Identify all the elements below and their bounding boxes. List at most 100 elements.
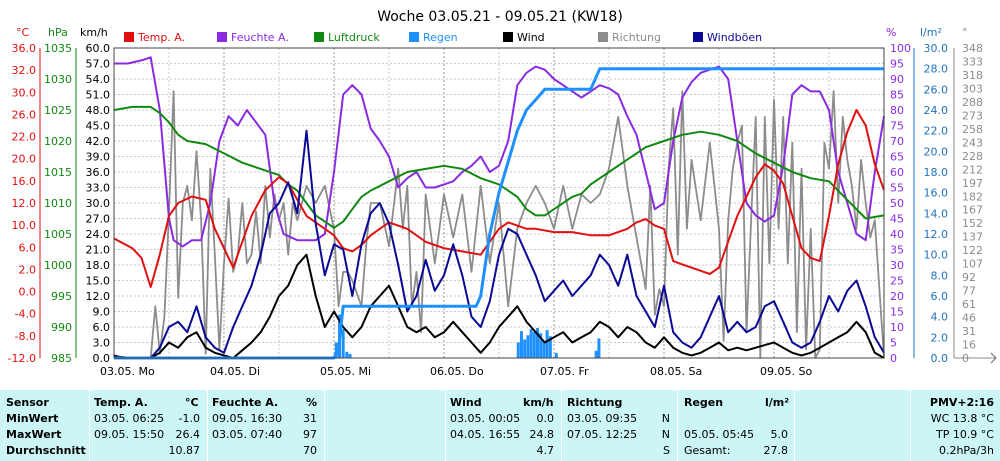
temp-min-time: 03.05. 06:25 [94,412,165,425]
x-tick-label: 07.05. Fr [540,365,589,378]
wind-tick-label: 45.0 [86,120,111,133]
wind-axis-title: km/h [80,26,108,39]
direction-tick-label: 333 [962,55,983,68]
direction-tick-label: 303 [962,82,983,95]
humidity-tick-label: 90 [890,73,904,86]
legend-label-humidity: Feuchte A. [231,31,289,44]
legend-swatch-gusts [693,32,703,42]
humidity-tick-label: 40 [890,228,904,241]
temp-tick-label: 0.0 [19,286,37,299]
humidity-tick-label: 0 [890,352,897,365]
humidity-tick-label: 35 [890,244,904,257]
rain-total-line [114,67,884,360]
humidity-tick-label: 60 [890,166,904,179]
direction-tick-label: 92 [962,271,976,284]
rain-tick-label: 20.0 [924,145,949,158]
rain-tick-label: 16.0 [924,187,949,200]
temp-unit: °C [185,396,199,409]
rain-bar [536,328,539,358]
weekly-weather-chart: Woche 03.05.21 - 09.05.21 (KW18) °C hPa … [8,9,997,378]
row-label-max: MaxWert [6,428,62,441]
direction-tick-label: 288 [962,96,983,109]
temp-tick-label: -8.0 [15,330,36,343]
direction-axis-title: ° [962,26,968,39]
rain-tick-label: 24.0 [924,104,949,117]
statistics-panel: Sensor MinWert MaxWert Durchschnitt Temp… [0,390,1000,461]
wind-tick-label: 42.0 [86,135,111,148]
direction-tick-label: 77 [962,285,976,298]
direction-tick-label: 318 [962,69,983,82]
pmv-pressure-trend: 0.2hPa/3h [938,444,994,457]
wind-max-time: 04.05. 16:55 [450,428,521,441]
rain-axis-title: l/m² [920,26,942,39]
pressure-tick-label: 1015 [44,166,72,179]
temp-line [113,109,885,288]
direction-tick-label: 137 [962,231,983,244]
x-tick-label: 09.05. So [760,365,812,378]
legend-swatch-temp [124,32,134,42]
direction-max-dir: N [661,428,670,441]
pressure-tick-label: 1010 [44,197,72,210]
rain-tick-label: 12.0 [924,228,949,241]
pressure-tick-label: 1035 [44,42,72,55]
rain-tick-label: 10.0 [924,249,949,262]
rain-bar [545,330,549,358]
wind-tick-label: 3.0 [93,337,111,350]
wind-tick-label: 54.0 [86,73,111,86]
rain-bar [539,333,543,358]
wind-tick-label: 0.0 [93,352,111,365]
rain-bar [542,341,546,358]
pmv-windchill: WC 13.8 °C [930,412,994,425]
direction-header: Richtung [567,396,623,409]
humidity-line [114,56,885,248]
temp-min-value: -1.0 [178,412,200,425]
legend-label-temp: Temp. A. [137,31,185,44]
wind-line [113,253,885,359]
rain-tick-label: 14.0 [924,207,949,220]
direction-tick-label: 107 [962,258,983,271]
temp-tick-label: 2.0 [19,263,37,276]
temp-avg-value: 10.87 [168,444,201,457]
humidity-tick-label: 95 [890,58,904,71]
pressure-tick-label: 1020 [44,135,72,148]
x-tick-label: 05.05. Mi [320,365,371,378]
pressure-tick-label: 995 [51,290,72,303]
legend-label-pressure: Luftdruck [328,31,380,44]
humidity-tick-label: 25 [890,275,904,288]
temp-header: Temp. A. [94,396,148,409]
humidity-tick-label: 70 [890,135,904,148]
pressure-tick-label: 1000 [44,259,72,272]
rain-unit: l/m² [765,396,790,409]
direction-tick-label: 46 [962,312,976,325]
rain-max-time: 05.05. 05:45 [684,428,755,441]
wind-tick-label: 24.0 [86,228,111,241]
temp-max-time: 09.05. 15:50 [94,428,165,441]
temp-tick-label: -4.0 [15,308,36,321]
humidity-tick-label: 5 [890,337,897,350]
rain-tick-label: 2.0 [931,331,949,344]
rain-bar [529,329,533,358]
wind-min-time: 03.05. 00:05 [450,412,521,425]
wind-header: Wind [450,396,482,409]
wind-tick-label: 48.0 [86,104,111,117]
humidity-tick-label: 50 [890,197,904,210]
rain-header: Regen [684,396,724,409]
plot-frame [113,47,885,359]
wind-tick-label: 36.0 [86,166,111,179]
humidity-header: Feuchte A. [212,396,279,409]
pressure-line [113,105,885,229]
humidity-tick-label: 75 [890,120,904,133]
rain-tick-label: 8.0 [931,269,949,282]
wind-min-value: 0.0 [536,412,555,425]
chart-title: Woche 03.05.21 - 09.05.21 (KW18) [377,9,623,25]
rain-max-value: 5.0 [770,428,789,441]
legend-label-wind: Wind [517,31,545,44]
wind-tick-label: 39.0 [86,151,111,164]
legend-swatch-rain [409,32,419,42]
temp-tick-label: 30.0 [12,86,37,99]
wind-tick-label: 51.0 [86,89,111,102]
rain-bar [554,352,558,358]
row-label-avg: Durchschnitt [6,444,86,457]
pmv-dewpoint: TP 10.9 °C [935,428,994,441]
x-tick-label: 06.05. Do [430,365,484,378]
